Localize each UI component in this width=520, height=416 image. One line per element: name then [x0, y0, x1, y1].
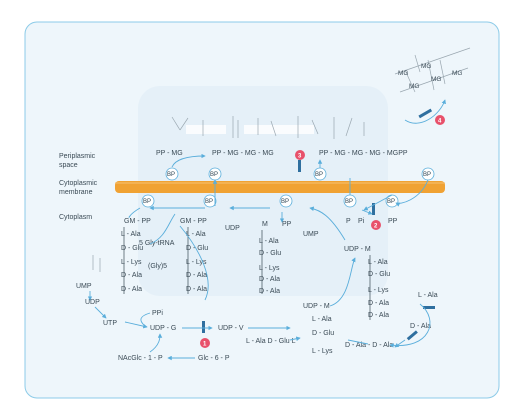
peptide-residue: L - Ala: [186, 231, 206, 238]
peptide-residue: D - Ala: [259, 288, 280, 295]
peptide-residue: D - Glu: [121, 245, 143, 252]
peptide-residue: D - Ala: [368, 312, 389, 319]
p-label: P: [346, 218, 351, 225]
peptide-residue: D - Ala: [186, 286, 207, 293]
pi-arrow: [361, 209, 373, 215]
lipid-intermediate-head: GM - PP: [180, 218, 207, 225]
bp-label: BP: [281, 199, 289, 205]
membrane-label-2: membrane: [59, 189, 93, 196]
udp-m-label: UDP - M: [303, 303, 330, 310]
d-ala-free: D - Ala: [410, 323, 431, 330]
bp-label: BP: [143, 199, 151, 205]
udp-m-head: UDP - M: [344, 246, 371, 253]
peptide-residue: L - Ala: [121, 231, 141, 238]
bp-label: BP: [315, 172, 323, 178]
bp-label: BP: [387, 199, 395, 205]
mg-unit: MG: [409, 83, 419, 90]
peptide-residue: L - Ala: [312, 316, 332, 323]
mg-unit: MG: [431, 76, 441, 83]
ppi-label: PPi: [152, 310, 163, 317]
cytoplasmic-membrane: [115, 181, 445, 193]
bp-label: BP: [345, 199, 353, 205]
udp-label: UDP: [225, 225, 240, 232]
peptide-residue: D - Ala: [121, 286, 142, 293]
ump-label: UMP: [76, 283, 92, 290]
mg-unit: MG: [421, 63, 431, 70]
gly-trna-label: 5 Gly-tRNA: [139, 240, 175, 247]
bp-label: BP: [167, 172, 175, 178]
peptide-residue: D - Ala: [259, 276, 280, 283]
peptide-residue: L - Ala: [368, 259, 388, 266]
utp-label: UTP: [103, 320, 117, 327]
step-badge-2: 2: [374, 224, 378, 230]
peptide-residue: L - Lys: [121, 259, 142, 266]
transglycosylated-chain: PP - MG - MG - MG - MGPP: [319, 150, 408, 157]
peptide-residue: D - Ala: [186, 272, 207, 279]
lipid-i-pp: PP: [282, 221, 292, 228]
gly5-label: (Gly)5: [148, 263, 167, 270]
nacglc-label: NAcGlc - 1 - P: [118, 355, 163, 362]
udp-v-label: UDP - V: [218, 325, 244, 332]
bp-label: BP: [205, 199, 213, 205]
l-ala-free: L - Ala: [418, 292, 438, 299]
lipid-intermediate-head: GM - PP: [124, 218, 151, 225]
lipid-tails: [92, 255, 101, 272]
step-badge-3: 3: [298, 154, 302, 160]
glycan-network: [394, 47, 471, 93]
bp-label: BP: [210, 172, 218, 178]
peptide-residue: L - Ala: [259, 238, 279, 245]
ump-label: UMP: [303, 231, 319, 238]
cell-wall-bar: [186, 125, 226, 134]
dala-dala-label: D - Ala - D - Ala: [345, 342, 393, 349]
bp-top: [165, 167, 435, 181]
peptide-residue: D - Glu: [368, 271, 390, 278]
glc6p-label: Glc - 6 - P: [198, 355, 230, 362]
lipid-ii-chain: PP - MG: [156, 150, 183, 157]
bp-label: BP: [423, 172, 431, 178]
cytoplasm-label: Cytoplasm: [59, 214, 92, 221]
peptide-residue: D - Ala: [368, 300, 389, 307]
peptide-residue: L - Lys: [186, 259, 207, 266]
step-badge-4: 4: [438, 119, 442, 125]
peptide-residue: D - Glu: [259, 250, 281, 257]
pi-label: Pi: [358, 218, 365, 225]
growing-chain: PP - MG - MG - MG: [212, 150, 274, 157]
lipid-i-head: M: [262, 221, 268, 228]
udp-g-label: UDP - G: [150, 325, 176, 332]
udp-label: UDP: [85, 299, 100, 306]
periplasmic-label-2: space: [59, 162, 78, 169]
peptide-residue: D - Glu: [186, 245, 208, 252]
cell-wall-bar: [244, 125, 314, 134]
ala-glu-label: L - Ala D - Glu L: [246, 338, 296, 345]
mg-unit: MG: [398, 70, 408, 77]
membrane-label: Cytoplasmic: [59, 180, 98, 187]
cell-wall-strands: [171, 116, 365, 139]
peptide-residue: D - Ala: [121, 272, 142, 279]
periplasmic-label: Periplasmic: [59, 153, 96, 160]
peptide-residue: L - Lys: [259, 265, 280, 272]
mg-unit: MG: [452, 70, 462, 77]
peptide-residue: D - Glu: [312, 330, 334, 337]
inhibitor-markers: [202, 108, 435, 341]
bp-bottom: [141, 194, 399, 208]
peptide-residue: L - Lys: [312, 348, 333, 355]
pp-label: PP: [388, 218, 398, 225]
peptide-residue: L - Lys: [368, 287, 389, 294]
step-badge-1: 1: [203, 342, 207, 348]
pathway-arrows: [87, 99, 446, 361]
